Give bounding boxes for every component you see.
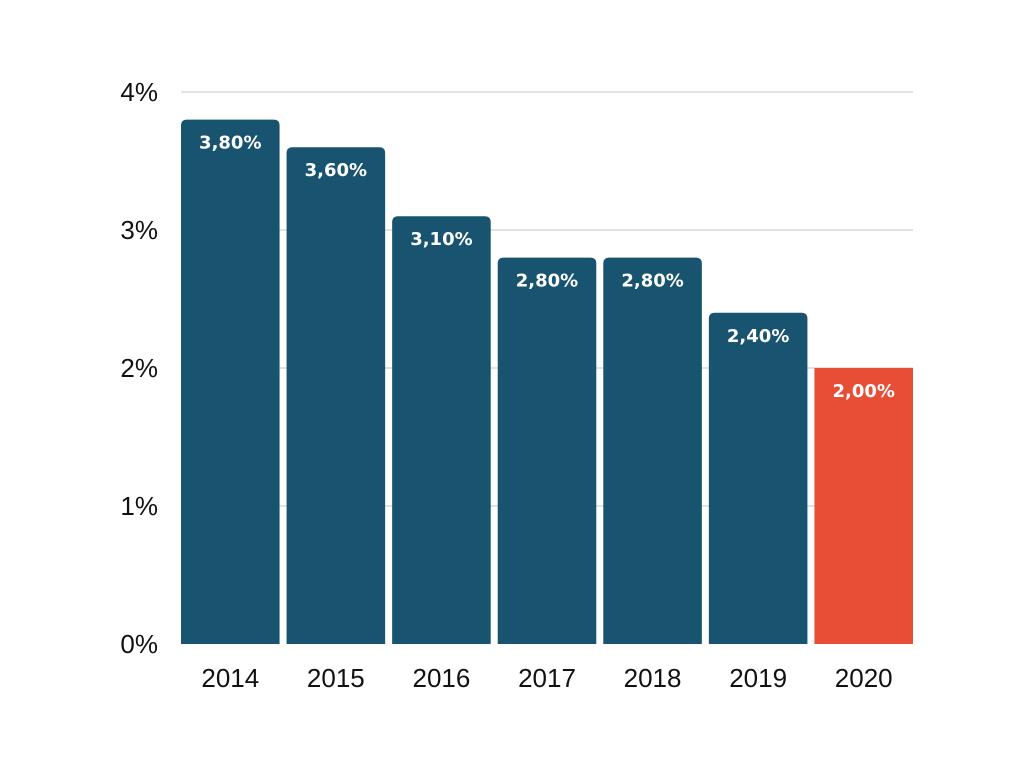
bar-2016 <box>392 216 491 644</box>
data-labels: 3,80% 3,60% 3,10% 2,80% 2,80% 2,40% 2,00% <box>199 133 895 402</box>
bar-2017 <box>497 257 597 644</box>
bar-2020 <box>814 368 913 644</box>
x-axis: 2014 2015 2016 2017 2018 2019 2020 <box>201 663 892 693</box>
y-tick-label: 4% <box>120 77 158 107</box>
data-label-2014: 3,80% <box>199 133 261 154</box>
x-tick-label-2018: 2018 <box>624 663 682 693</box>
y-tick-label: 1% <box>120 491 158 521</box>
y-tick-label: 2% <box>120 353 158 383</box>
data-label-2018: 2,80% <box>621 271 683 292</box>
x-tick-label-2017: 2017 <box>518 663 576 693</box>
x-tick-label-2019: 2019 <box>729 663 787 693</box>
data-label-2017: 2,80% <box>516 271 578 292</box>
x-tick-label-2014: 2014 <box>201 663 259 693</box>
y-axis: 0% 1% 2% 3% 4% <box>120 77 158 659</box>
data-label-2019: 2,40% <box>727 326 789 347</box>
bar-2019 <box>708 312 808 644</box>
bar-2015 <box>286 147 386 644</box>
bar-2018 <box>603 257 702 644</box>
data-label-2016: 3,10% <box>410 229 472 250</box>
data-label-2015: 3,60% <box>305 160 367 181</box>
bars <box>181 119 913 645</box>
y-tick-label: 3% <box>120 215 158 245</box>
x-tick-label-2016: 2016 <box>413 663 471 693</box>
bar-2014 <box>181 119 280 645</box>
data-label-2020: 2,00% <box>832 381 894 402</box>
x-tick-label-2015: 2015 <box>307 663 365 693</box>
x-tick-label-2020: 2020 <box>835 663 893 693</box>
y-tick-label: 0% <box>120 629 158 659</box>
